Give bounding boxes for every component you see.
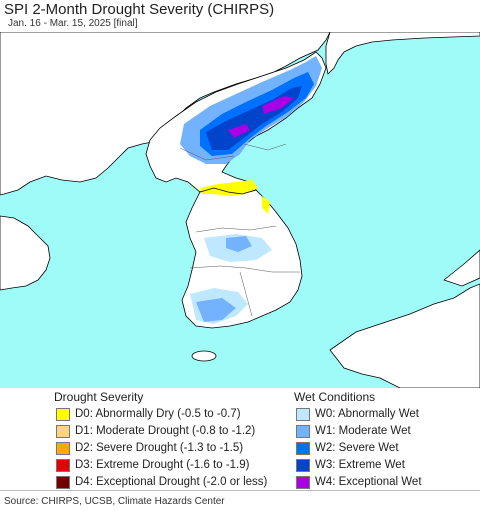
legend-swatch-w2	[296, 441, 310, 455]
boundary-dmz	[199, 187, 257, 195]
boundary-province-2	[189, 265, 300, 273]
header: SPI 2-Month Drought Severity (CHIRPS) Ja…	[0, 0, 480, 32]
legend-swatch-w1	[296, 424, 310, 438]
legend-item-d0: D0: Abnormally Dry (-0.5 to -0.7)	[56, 406, 241, 422]
footer: Source: CHIRPS, UCSB, Climate Hazards Ce…	[0, 490, 480, 511]
land-china-south	[0, 215, 51, 291]
land-japan	[329, 283, 480, 389]
legend-item-d1: D1: Moderate Drought (-0.8 to -1.2)	[56, 423, 255, 439]
legend-item-w2: W2: Severe Wet	[296, 440, 399, 456]
dry-d0-east	[262, 196, 270, 214]
legend-swatch-d0	[56, 407, 70, 421]
boundary-province-1	[195, 225, 277, 233]
legend-label-w0: W0: Abnormally Wet	[315, 408, 419, 420]
legend-label-w2: W2: Severe Wet	[315, 442, 399, 454]
legend-item-d4: D4: Exceptional Drought (-2.0 or less)	[56, 474, 267, 490]
drought-map	[0, 31, 480, 389]
legend-item-w0: W0: Abnormally Wet	[296, 406, 419, 422]
legend-heading-wet: Wet Conditions	[294, 390, 376, 404]
map-panel	[0, 31, 480, 389]
wet-w4-north-korea	[228, 96, 294, 138]
legend-label-w1: W1: Moderate Wet	[315, 425, 411, 437]
legend-swatch-w0	[296, 407, 310, 421]
dry-d0-central	[200, 180, 258, 196]
legend-item-w4: W4: Exceptional Wet	[296, 474, 422, 490]
legend-label-w3: W3: Extreme Wet	[315, 459, 405, 471]
legend-item-d2: D2: Severe Drought (-1.3 to -1.5)	[56, 440, 243, 456]
wet-w1-south-southwest	[196, 298, 236, 322]
legend-swatch-d4	[56, 475, 70, 489]
legend-label-d0: D0: Abnormally Dry (-0.5 to -0.7)	[75, 408, 241, 420]
map-subtitle: Jan. 16 - Mar. 15, 2025 [final]	[8, 18, 138, 29]
legend-item-w1: W1: Moderate Wet	[296, 423, 411, 439]
legend-item-d3: D3: Extreme Drought (-1.6 to -1.9)	[56, 457, 249, 473]
source-credit: Source: CHIRPS, UCSB, Climate Hazards Ce…	[4, 496, 225, 507]
legend: Drought Severity Wet Conditions D0: Abno…	[0, 388, 480, 490]
legend-swatch-d3	[56, 458, 70, 472]
legend-label-d4: D4: Exceptional Drought (-2.0 or less)	[75, 476, 268, 488]
legend-label-d2: D2: Severe Drought (-1.3 to -1.5)	[75, 442, 244, 454]
legend-swatch-d1	[56, 424, 70, 438]
legend-swatch-d2	[56, 441, 70, 455]
boundary-province-5	[243, 143, 287, 151]
land-japan-north	[443, 249, 480, 287]
land-jeju	[191, 350, 217, 362]
legend-swatch-w3	[296, 458, 310, 472]
boundary-province-4	[179, 147, 235, 161]
legend-swatch-w4	[296, 475, 310, 489]
wet-w1-south-center	[226, 236, 252, 252]
legend-heading-drought: Drought Severity	[54, 390, 144, 404]
legend-item-w3: W3: Extreme Wet	[296, 457, 405, 473]
legend-label-d1: D1: Moderate Drought (-0.8 to -1.2)	[75, 425, 256, 437]
map-title: SPI 2-Month Drought Severity (CHIRPS)	[4, 1, 275, 18]
boundary-province-3	[239, 271, 253, 317]
legend-label-d3: D3: Extreme Drought (-1.6 to -1.9)	[75, 459, 250, 471]
land-russia	[325, 31, 480, 75]
legend-label-w4: W4: Exceptional Wet	[315, 476, 422, 488]
